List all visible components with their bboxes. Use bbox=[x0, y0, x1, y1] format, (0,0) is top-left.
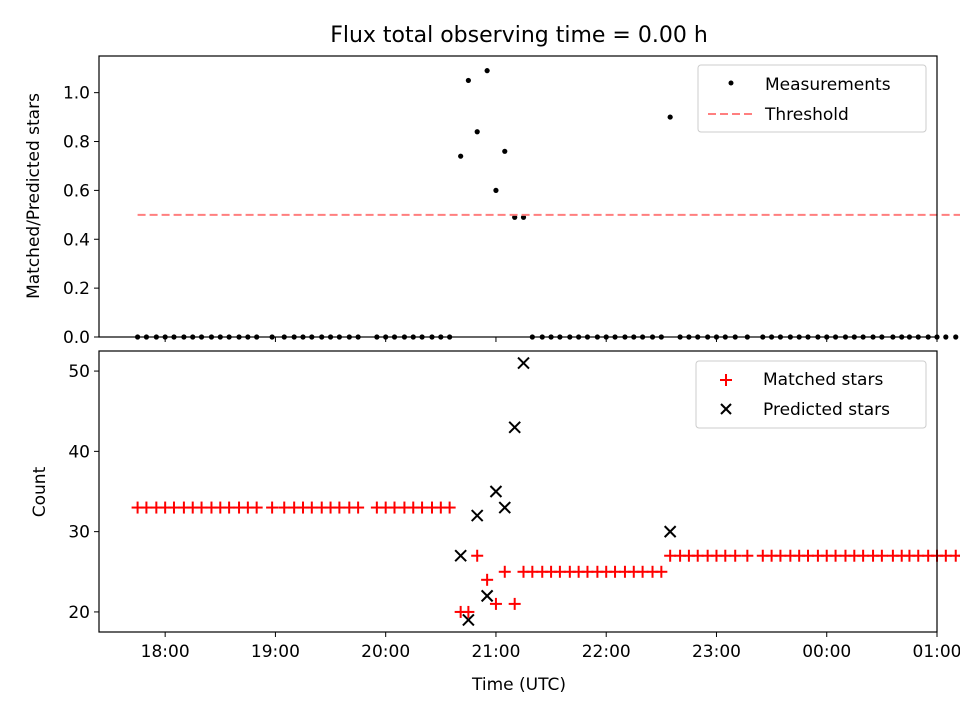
legend-measurements: Measurements bbox=[765, 75, 891, 95]
measurement-point bbox=[458, 153, 464, 159]
measurement-point bbox=[474, 129, 480, 135]
x-tick-label: 19:00 bbox=[251, 642, 300, 662]
measurement-point bbox=[502, 148, 508, 154]
y-tick-label: 0.2 bbox=[63, 279, 90, 299]
measurement-point bbox=[520, 214, 527, 220]
predicted-star-point bbox=[508, 421, 521, 434]
x-tick-label: 23:00 bbox=[692, 642, 741, 662]
measurement-point bbox=[512, 214, 518, 220]
matched-star-point bbox=[729, 549, 742, 562]
y-tick-label: 0.0 bbox=[63, 328, 90, 348]
y-tick-label: 0.8 bbox=[63, 133, 90, 153]
measurement-point bbox=[484, 68, 490, 74]
top-y-axis-label: Matched/Predicted stars bbox=[24, 93, 44, 299]
predicted-star-point bbox=[480, 589, 494, 603]
matched-star-point bbox=[741, 549, 754, 562]
x-tick-label: 22:00 bbox=[582, 642, 631, 662]
legend-predicted-stars: Predicted stars bbox=[763, 400, 890, 420]
predicted-star-point bbox=[517, 356, 530, 370]
predicted-star-point bbox=[489, 485, 503, 498]
legend-plus-icon bbox=[720, 374, 732, 386]
y-tick-label: 30 bbox=[68, 523, 90, 543]
matched-star-point bbox=[508, 597, 521, 610]
predicted-star-point bbox=[498, 501, 511, 514]
x-tick-label: 20:00 bbox=[361, 642, 410, 662]
y-tick-label: 20 bbox=[68, 603, 90, 623]
legend-x-icon bbox=[720, 403, 732, 415]
bottom-legend-box bbox=[695, 360, 927, 429]
measurement-point bbox=[667, 114, 673, 120]
matched-star-point bbox=[875, 549, 888, 562]
top-legend: Measurements Threshold bbox=[697, 64, 927, 133]
bottom-x-axis-label: Time (UTC) bbox=[471, 675, 566, 695]
legend-matched-stars: Matched stars bbox=[763, 370, 883, 390]
x-tick-label: 21:00 bbox=[471, 642, 520, 662]
matched-star-point bbox=[471, 549, 484, 562]
bottom-axes-frame bbox=[98, 350, 938, 633]
predicted-star-point bbox=[454, 549, 467, 562]
measurement-point bbox=[465, 77, 471, 84]
measurement-point bbox=[953, 334, 959, 340]
chart-title: Flux total observing time = 0.00 h bbox=[330, 23, 708, 48]
bottom-plot-area bbox=[131, 356, 960, 627]
x-tick-label: 01:00 bbox=[913, 642, 960, 662]
legend-dot-icon bbox=[728, 80, 734, 86]
bottom-y-axis-label: Count bbox=[30, 466, 50, 517]
top-panel: Flux total observing time = 0.00 h Match… bbox=[24, 23, 960, 348]
x-tick-label: 00:00 bbox=[802, 642, 851, 662]
bottom-legend: Matched stars Predicted stars bbox=[695, 360, 927, 429]
y-tick-label: 50 bbox=[68, 362, 90, 382]
top-axes-frame bbox=[98, 55, 938, 338]
top-x-ticks bbox=[164, 337, 938, 342]
legend-threshold: Threshold bbox=[764, 105, 849, 125]
y-tick-label: 0.6 bbox=[63, 181, 90, 201]
predicted-star-point bbox=[462, 613, 475, 627]
predicted-star-point bbox=[663, 525, 677, 538]
matched-star-point bbox=[462, 605, 475, 618]
measurement-point bbox=[943, 334, 949, 340]
matched-star-point bbox=[266, 501, 279, 514]
y-tick-label: 40 bbox=[68, 442, 90, 462]
y-tick-label: 1.0 bbox=[63, 84, 90, 104]
y-tick-label: 0.4 bbox=[63, 230, 90, 250]
matched-star-point bbox=[498, 565, 511, 578]
top-y-ticks: 0.0 0.2 0.4 0.6 0.8 1.0 bbox=[63, 84, 99, 348]
bottom-panel: Count Time (UTC) 20 30 40 50 18:00 19:00 20:0… bbox=[30, 350, 960, 695]
measurement-point bbox=[493, 187, 499, 193]
top-legend-box bbox=[697, 64, 927, 133]
bottom-y-ticks: 20 30 40 50 bbox=[68, 362, 99, 623]
matched-star-point bbox=[489, 597, 502, 610]
matched-star-point bbox=[250, 501, 263, 514]
bottom-x-ticks: 18:00 19:00 20:00 21:00 22:00 23:00 00:00 01:00 bbox=[141, 632, 960, 662]
matched-star-point bbox=[655, 565, 668, 578]
matched-star-point bbox=[443, 501, 456, 514]
x-tick-label: 18:00 bbox=[141, 642, 190, 662]
matched-star-point bbox=[352, 501, 365, 514]
predicted-star-point bbox=[470, 509, 484, 522]
matched-star-point bbox=[481, 573, 494, 586]
